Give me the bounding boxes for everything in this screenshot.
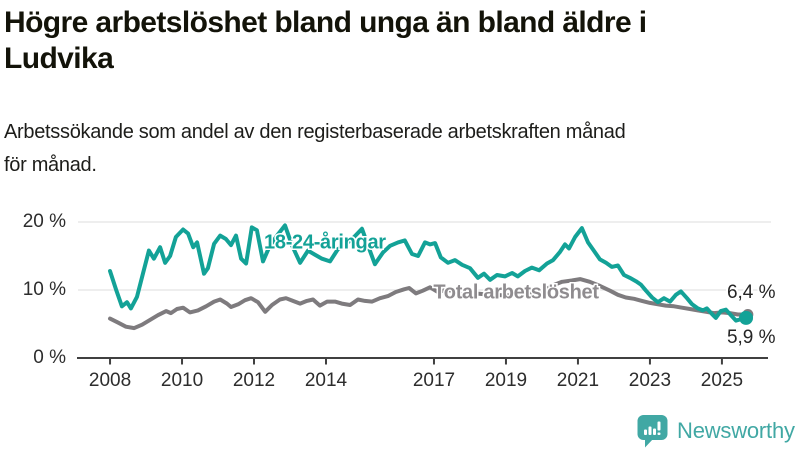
series-line-youth	[108, 223, 748, 323]
x-axis-tick-label: 2025	[701, 370, 743, 391]
x-axis-tick-label: 2021	[557, 370, 599, 391]
newsworthy-logo[interactable]: Newsworthy	[636, 413, 795, 449]
x-axis-tick-label: 2010	[161, 370, 203, 391]
unemployment-line-chart: 0 % 10 % 20 % 2008 2010 2012 2014 2017 2019 2021 2…	[23, 211, 778, 391]
x-axis-tick-label: 2023	[629, 370, 671, 391]
series-label-youth: 18-24-åringar	[264, 230, 386, 253]
y-axis-tick-label: 0 %	[33, 347, 66, 368]
y-axis-tick-label: 20 %	[23, 211, 66, 232]
page-title-line-2: Ludvika	[4, 42, 114, 75]
end-value-label-youth: 5,9 %	[727, 327, 776, 348]
series-line-total	[108, 277, 750, 331]
x-axis-tick-label: 2014	[305, 370, 348, 391]
chart-subtitle-line-2: för månad.	[4, 154, 97, 176]
x-axis-tick-label: 2017	[413, 370, 455, 391]
end-value-label-total: 6,4 %	[727, 282, 776, 303]
x-axis-tick-label: 2008	[89, 370, 131, 391]
x-axis-tick-label: 2019	[485, 370, 527, 391]
page-title: Högre arbetslöshet bland unga än bland ä…	[4, 5, 796, 77]
chart-subtitle: Arbetssökande som andel av den registerb…	[4, 116, 798, 182]
y-axis-tick-label: 10 %	[23, 279, 66, 300]
page-title-line-1: Högre arbetslöshet bland unga än bland ä…	[4, 6, 647, 39]
chart-subtitle-line-1: Arbetssökande som andel av den registerb…	[4, 121, 626, 143]
newsworthy-logo-text: Newsworthy	[677, 418, 795, 443]
series-label-total: Total arbetslöshet	[433, 281, 599, 303]
newsworthy-logo-icon	[637, 414, 668, 447]
x-axis-tick-label: 2012	[233, 370, 275, 391]
series-end-dot-youth	[739, 310, 754, 325]
